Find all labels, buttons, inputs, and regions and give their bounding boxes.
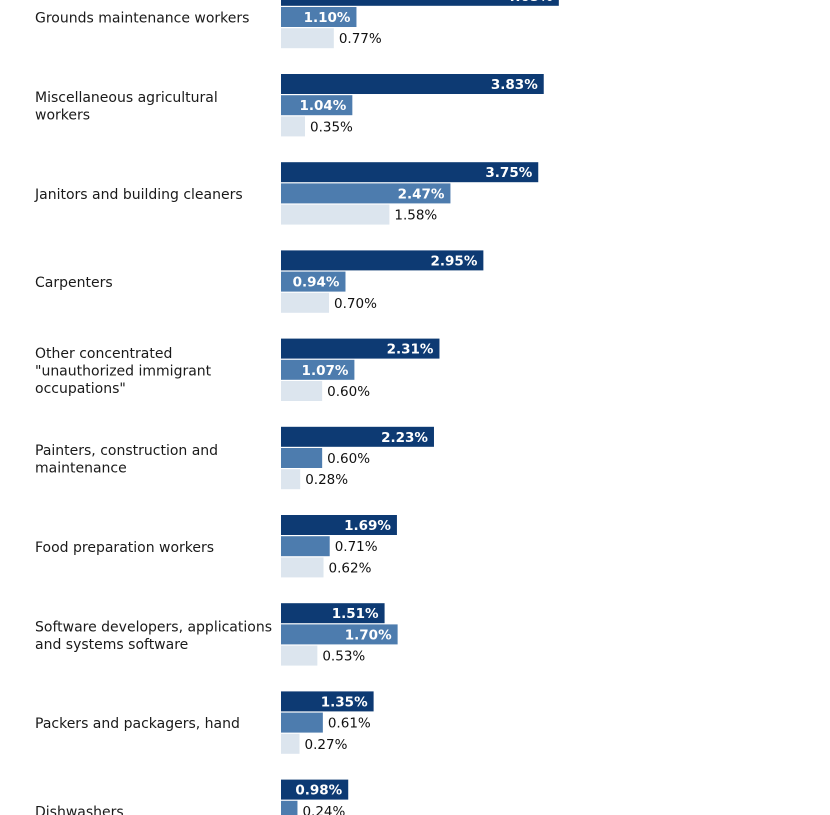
- bar: [281, 74, 544, 94]
- bar: [281, 250, 484, 271]
- bar-group: Food preparation workers 1.69% 0.71% 0.62%: [35, 515, 397, 578]
- data-label: 0.28%: [305, 472, 348, 488]
- data-label: 0.35%: [310, 119, 353, 135]
- data-label: 0.70%: [334, 296, 377, 312]
- bar: [281, 536, 330, 557]
- category-label: Janitors and building cleaners: [34, 187, 243, 203]
- data-label: 0.71%: [335, 539, 378, 555]
- data-label: 0.94%: [293, 275, 340, 291]
- bar: [281, 645, 318, 666]
- data-label: 0.60%: [327, 384, 370, 400]
- data-label: 3.75%: [485, 165, 532, 181]
- data-label: 2.23%: [381, 430, 428, 446]
- bar: [281, 28, 334, 49]
- category-label: Food preparation workers: [35, 540, 214, 556]
- data-label: 1.58%: [394, 208, 437, 224]
- data-label: 0.24%: [302, 804, 345, 815]
- data-label: 0.62%: [329, 560, 372, 576]
- data-label: 1.69%: [344, 518, 391, 534]
- bar: [281, 624, 398, 645]
- bar: [281, 557, 324, 578]
- bar: [281, 779, 349, 800]
- bar-group: Painters, construction and maintenance 2.2…: [35, 426, 434, 490]
- category-label: Grounds maintenance workers: [35, 11, 249, 27]
- category-label: Software developers, applications and sys…: [35, 619, 272, 653]
- bar-group: Grounds maintenance workers 4.05% 1.10% 0.7…: [35, 0, 559, 49]
- bar: [281, 116, 306, 137]
- bar: [281, 603, 385, 624]
- category-label: Dishwashers: [35, 804, 124, 815]
- data-label: 4.05%: [506, 0, 553, 5]
- category-label: Painters, construction and maintenance: [35, 443, 218, 477]
- bar: [281, 7, 357, 27]
- bar: [281, 95, 353, 116]
- bar: [281, 469, 301, 490]
- bar: [281, 515, 397, 535]
- data-label: 0.61%: [328, 716, 371, 732]
- bar-group: Carpenters 2.95% 0.94% 0.70%: [35, 250, 484, 313]
- data-label: 2.95%: [431, 253, 478, 269]
- bar-group: Janitors and building cleaners 3.75% 2.47%…: [34, 162, 539, 225]
- bar: [281, 162, 539, 183]
- data-label: 3.83%: [491, 77, 538, 93]
- data-label: 0.60%: [327, 451, 370, 467]
- category-label: Miscellaneous agricultural workers: [35, 90, 218, 124]
- data-label: 1.70%: [345, 627, 392, 643]
- data-label: 1.10%: [304, 10, 351, 26]
- bar: [281, 381, 323, 401]
- bar-group: Miscellaneous agricultural workers 3.83% 1.…: [35, 74, 544, 137]
- data-label: 1.04%: [300, 98, 347, 114]
- category-label: Carpenters: [35, 275, 113, 291]
- bar: [281, 800, 298, 815]
- data-label: 0.53%: [322, 649, 365, 665]
- category-label: Packers and packagers, hand: [35, 716, 240, 732]
- bar: [281, 359, 355, 380]
- bar: [281, 712, 323, 733]
- bar: [281, 338, 440, 359]
- bar-group: Dishwashers 0.98% 0.24%: [35, 779, 349, 815]
- category-label: Other concentrated "unauthorized immigran…: [35, 346, 212, 397]
- bar: [281, 204, 390, 225]
- data-label: 1.51%: [332, 606, 379, 622]
- bar: [281, 426, 434, 447]
- data-label: 2.47%: [398, 186, 445, 202]
- bar-group: Packers and packagers, hand 1.35% 0.61% 0.2…: [35, 691, 374, 754]
- bar-group: Software developers, applications and sys…: [35, 603, 398, 666]
- bar: [281, 183, 451, 204]
- data-label: 0.98%: [295, 783, 342, 799]
- bar: [281, 448, 323, 468]
- bar-group: Other concentrated "unauthorized immigran…: [35, 338, 440, 401]
- bar: [281, 292, 330, 313]
- bar: [281, 271, 346, 292]
- data-label: 1.07%: [302, 363, 349, 379]
- data-label: 0.27%: [305, 737, 348, 753]
- bar: [281, 0, 559, 6]
- bar: [281, 691, 374, 712]
- data-label: 1.35%: [321, 694, 368, 710]
- bar: [281, 733, 300, 754]
- data-label: 0.77%: [339, 31, 382, 47]
- data-label: 2.31%: [387, 342, 434, 358]
